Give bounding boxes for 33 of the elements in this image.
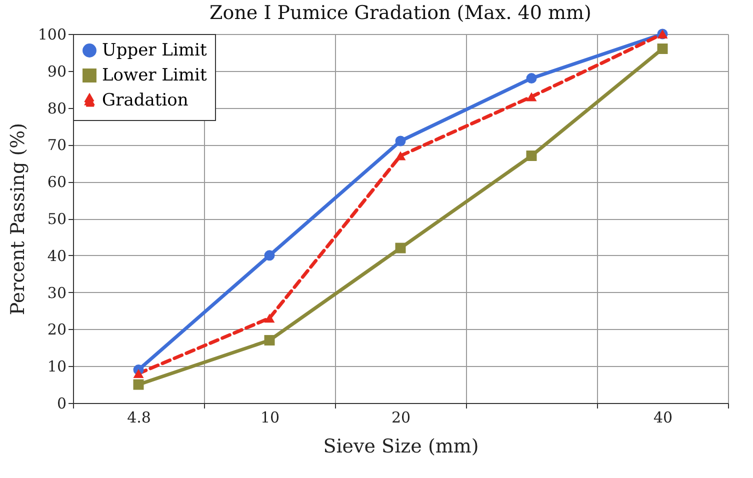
- y-tick-label: 20: [47, 320, 66, 339]
- y-tick-label: 50: [47, 210, 66, 228]
- point: [526, 92, 537, 102]
- y-tick-label: 60: [47, 173, 66, 192]
- point: [133, 368, 144, 378]
- point: [264, 250, 275, 261]
- y-tick-label: 90: [47, 62, 66, 80]
- point: [657, 44, 668, 54]
- point: [133, 379, 144, 390]
- point: [526, 73, 537, 84]
- legend-label: Gradation: [102, 90, 188, 110]
- y-tick-label: 10: [47, 358, 66, 376]
- legend-label: Lower Limit: [102, 66, 207, 86]
- y-tick-label: 0: [56, 394, 66, 412]
- y-tick-label: 100: [38, 26, 66, 44]
- legend-label: Upper Limit: [102, 40, 207, 60]
- point: [395, 136, 406, 146]
- point: [395, 151, 406, 160]
- x-tick-label: 4.8: [127, 408, 151, 426]
- point: [264, 314, 275, 323]
- x-axis-title: Sieve Size (mm): [323, 436, 479, 458]
- y-tick-label: 40: [47, 246, 66, 265]
- point: [395, 242, 406, 254]
- chart-title: Zone I Pumice Gradation (Max. 40 mm): [210, 2, 592, 24]
- y-tick-label: 30: [47, 284, 66, 302]
- y-tick-label: 70: [47, 136, 66, 154]
- y-axis-title: Percent Passing (%): [6, 122, 29, 316]
- x-tick-label: 20: [391, 408, 411, 426]
- y-tick-label: 80: [47, 99, 66, 118]
- point: [264, 335, 275, 346]
- point: [526, 150, 537, 162]
- x-tick-label: 10: [260, 408, 280, 426]
- x-tick-label: 40: [653, 408, 673, 426]
